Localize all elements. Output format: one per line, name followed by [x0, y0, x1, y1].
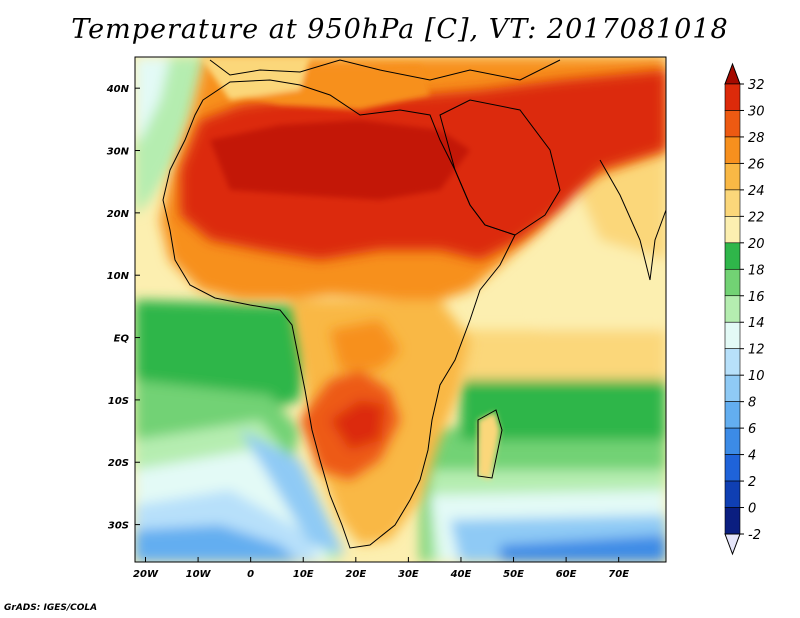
lon-tick-label: 10E: [293, 569, 314, 580]
colorbar-label: 32: [748, 78, 765, 93]
colorbar-swatch: [724, 295, 741, 323]
colorbar-label: 26: [748, 157, 765, 172]
europe-coastline: [209, 59, 561, 81]
lon-tick-label: 40E: [450, 569, 472, 580]
colorbar-label: 0: [748, 502, 756, 517]
india-coastline: [599, 159, 667, 281]
lon-tick-label: 10W: [186, 569, 212, 580]
longitude-axis: 20W 10W 0 10E 20E 30E 40E 50E 60E 70E: [133, 557, 629, 580]
colorbar-swatch: [724, 348, 741, 376]
colorbar-swatch: [724, 83, 741, 111]
colorbar-label: 2: [748, 475, 756, 490]
africa-coastline: [162, 79, 516, 549]
colorbar-label: 22: [748, 210, 765, 225]
colorbar-top-cap: [724, 62, 741, 85]
map-title: Temperature at 950hPa [C], VT: 201708101…: [71, 14, 729, 45]
temperature-field: [135, 57, 666, 562]
colorbar-label: 8: [748, 396, 756, 411]
lon-tick-label: 70E: [608, 569, 629, 580]
colorbar-swatch: [724, 454, 741, 482]
colorbar-swatch: [724, 163, 741, 191]
colorbar-swatch: [724, 321, 741, 350]
lat-tick-label: 20N: [107, 209, 130, 220]
lat-tick-label: 10S: [108, 396, 129, 407]
lon-tick-label: 20E: [345, 569, 366, 580]
colorbar-label: 16: [748, 290, 765, 305]
colorbar-swatch: [724, 136, 741, 164]
colorbar-label: 18: [748, 263, 765, 278]
madagascar-coastline: [477, 409, 503, 479]
lat-tick-label: 10N: [107, 271, 130, 282]
colorbar-label: 4: [748, 449, 756, 464]
lon-tick-label: 30E: [398, 569, 419, 580]
plot-frame: [134, 56, 667, 563]
latitude-axis: 40N 30N 20N 10N EQ 10S 20S 30S: [106, 84, 140, 532]
lon-tick-label: 0: [247, 569, 254, 580]
colorbar-label: 10: [748, 369, 765, 384]
lat-tick-label: 30S: [108, 521, 129, 532]
lon-tick-label: 20W: [133, 569, 159, 580]
arabia-coastline: [439, 99, 561, 236]
lat-tick-label: 30N: [107, 147, 130, 158]
colorbar-swatch: [724, 507, 741, 535]
coastlines: [162, 59, 667, 549]
colorbar-swatch: [724, 480, 741, 508]
colorbar-swatch: [724, 110, 741, 138]
colorbar-label: 24: [748, 184, 765, 199]
colorbar-label: 12: [748, 343, 765, 358]
lat-tick-label: EQ: [114, 334, 130, 345]
colorbar-swatch: [724, 401, 741, 429]
colorbar-swatch: [724, 374, 741, 402]
lat-tick-label: 40N: [106, 84, 130, 95]
colorbar-label: 28: [748, 131, 765, 146]
credit-text: GrADS: IGES/COLA: [4, 603, 98, 613]
colorbar-swatch: [724, 242, 741, 270]
colorbar-swatch: [724, 189, 741, 217]
lon-tick-label: 60E: [556, 569, 577, 580]
colorbar-label: 14: [748, 316, 765, 331]
colorbar-label: 6: [748, 422, 756, 437]
colorbar-bottom-cap: [724, 533, 741, 556]
lon-tick-label: 50E: [503, 569, 524, 580]
lat-tick-label: 20S: [108, 458, 129, 469]
colorbar-swatch: [724, 216, 741, 244]
colorbar-swatch: [724, 427, 741, 455]
colorbar-label: 30: [748, 104, 765, 119]
colorbar-label: -2: [748, 528, 761, 543]
colorbar-swatch: [724, 268, 741, 297]
colorbar-label: 20: [748, 237, 765, 252]
